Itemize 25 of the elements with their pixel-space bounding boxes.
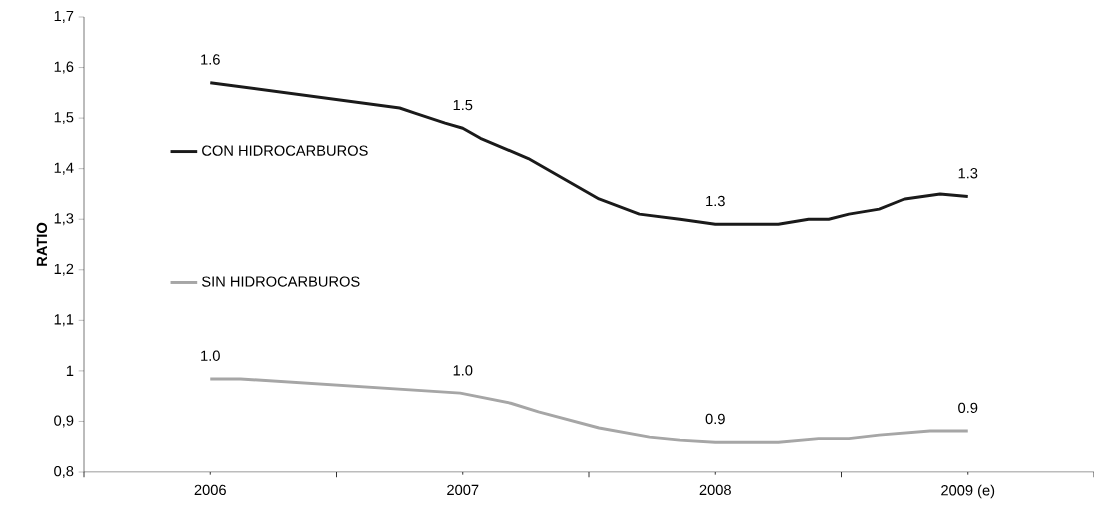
y-tick-label: 1,3 <box>54 213 74 226</box>
x-tick-label: 2008 <box>699 484 731 496</box>
data-label: 0.9 <box>705 413 725 425</box>
data-label: 1.5 <box>453 99 473 111</box>
data-label: 1.6 <box>201 54 220 65</box>
y-tick-label: 0,9 <box>54 415 74 428</box>
y-tick-label: 1,1 <box>54 314 74 327</box>
data-label: 1.0 <box>453 365 473 376</box>
y-tick-label: 1,2 <box>54 263 74 276</box>
data-label: 0.9 <box>958 402 978 414</box>
legend-label: CON HIDROCARBUROS <box>202 145 368 156</box>
y-tick-label: 0,8 <box>54 465 74 479</box>
x-tick-label: 2007 <box>447 484 479 496</box>
y-tick-label: 1,4 <box>54 162 74 175</box>
x-tick-label: 2009 (e) <box>941 484 995 499</box>
x-tick-label: 2006 <box>194 484 226 496</box>
y-tick-label: 1,5 <box>54 112 74 125</box>
y-tick-label: 1 <box>66 365 74 376</box>
y-tick-label: 1,7 <box>54 11 74 23</box>
data-label: 1.3 <box>706 195 725 207</box>
data-label: 1.0 <box>201 350 220 361</box>
data-label: 1.3 <box>958 168 978 179</box>
legend-label: SIN HIDROCARBUROS <box>202 276 360 287</box>
y-tick-label: 1,6 <box>54 61 74 74</box>
y-axis-title: RATIO <box>36 222 48 266</box>
